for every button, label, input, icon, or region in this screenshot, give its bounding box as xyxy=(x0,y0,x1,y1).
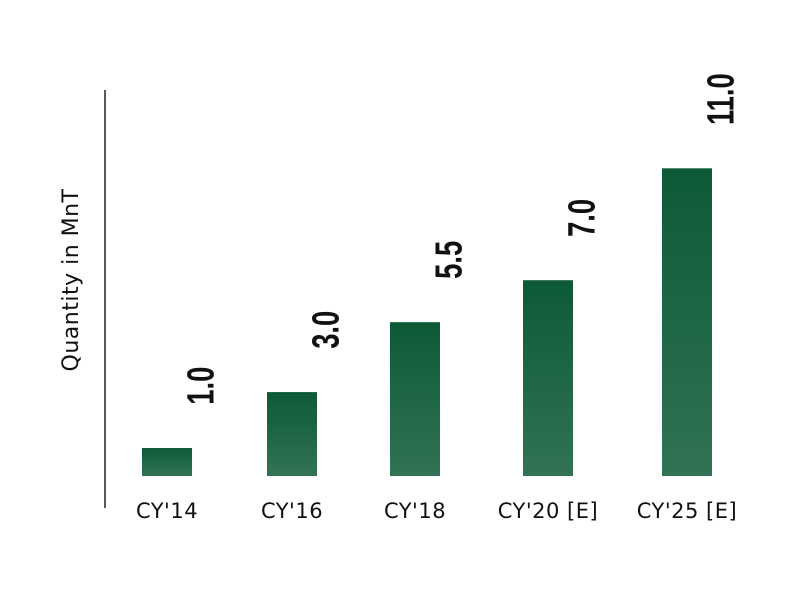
x-tick-label: CY'18 xyxy=(384,499,446,523)
x-tick-label: CY'16 xyxy=(261,499,323,523)
value-label: 3.0 xyxy=(305,311,347,349)
bar xyxy=(142,448,192,476)
value-label: 1.0 xyxy=(180,367,222,405)
x-tick-label: CY'20 [E] xyxy=(498,499,598,523)
bar xyxy=(523,280,573,476)
value-label: 11.0 xyxy=(700,73,742,125)
bar xyxy=(662,168,712,476)
x-tick-label: CY'14 xyxy=(136,499,198,523)
y-axis-label: Quantity in MnT xyxy=(59,188,84,371)
bar xyxy=(390,322,440,476)
value-label: 7.0 xyxy=(561,199,603,237)
bar xyxy=(267,392,317,476)
value-label: 5.5 xyxy=(428,241,470,279)
x-tick-label: CY'25 [E] xyxy=(637,499,737,523)
